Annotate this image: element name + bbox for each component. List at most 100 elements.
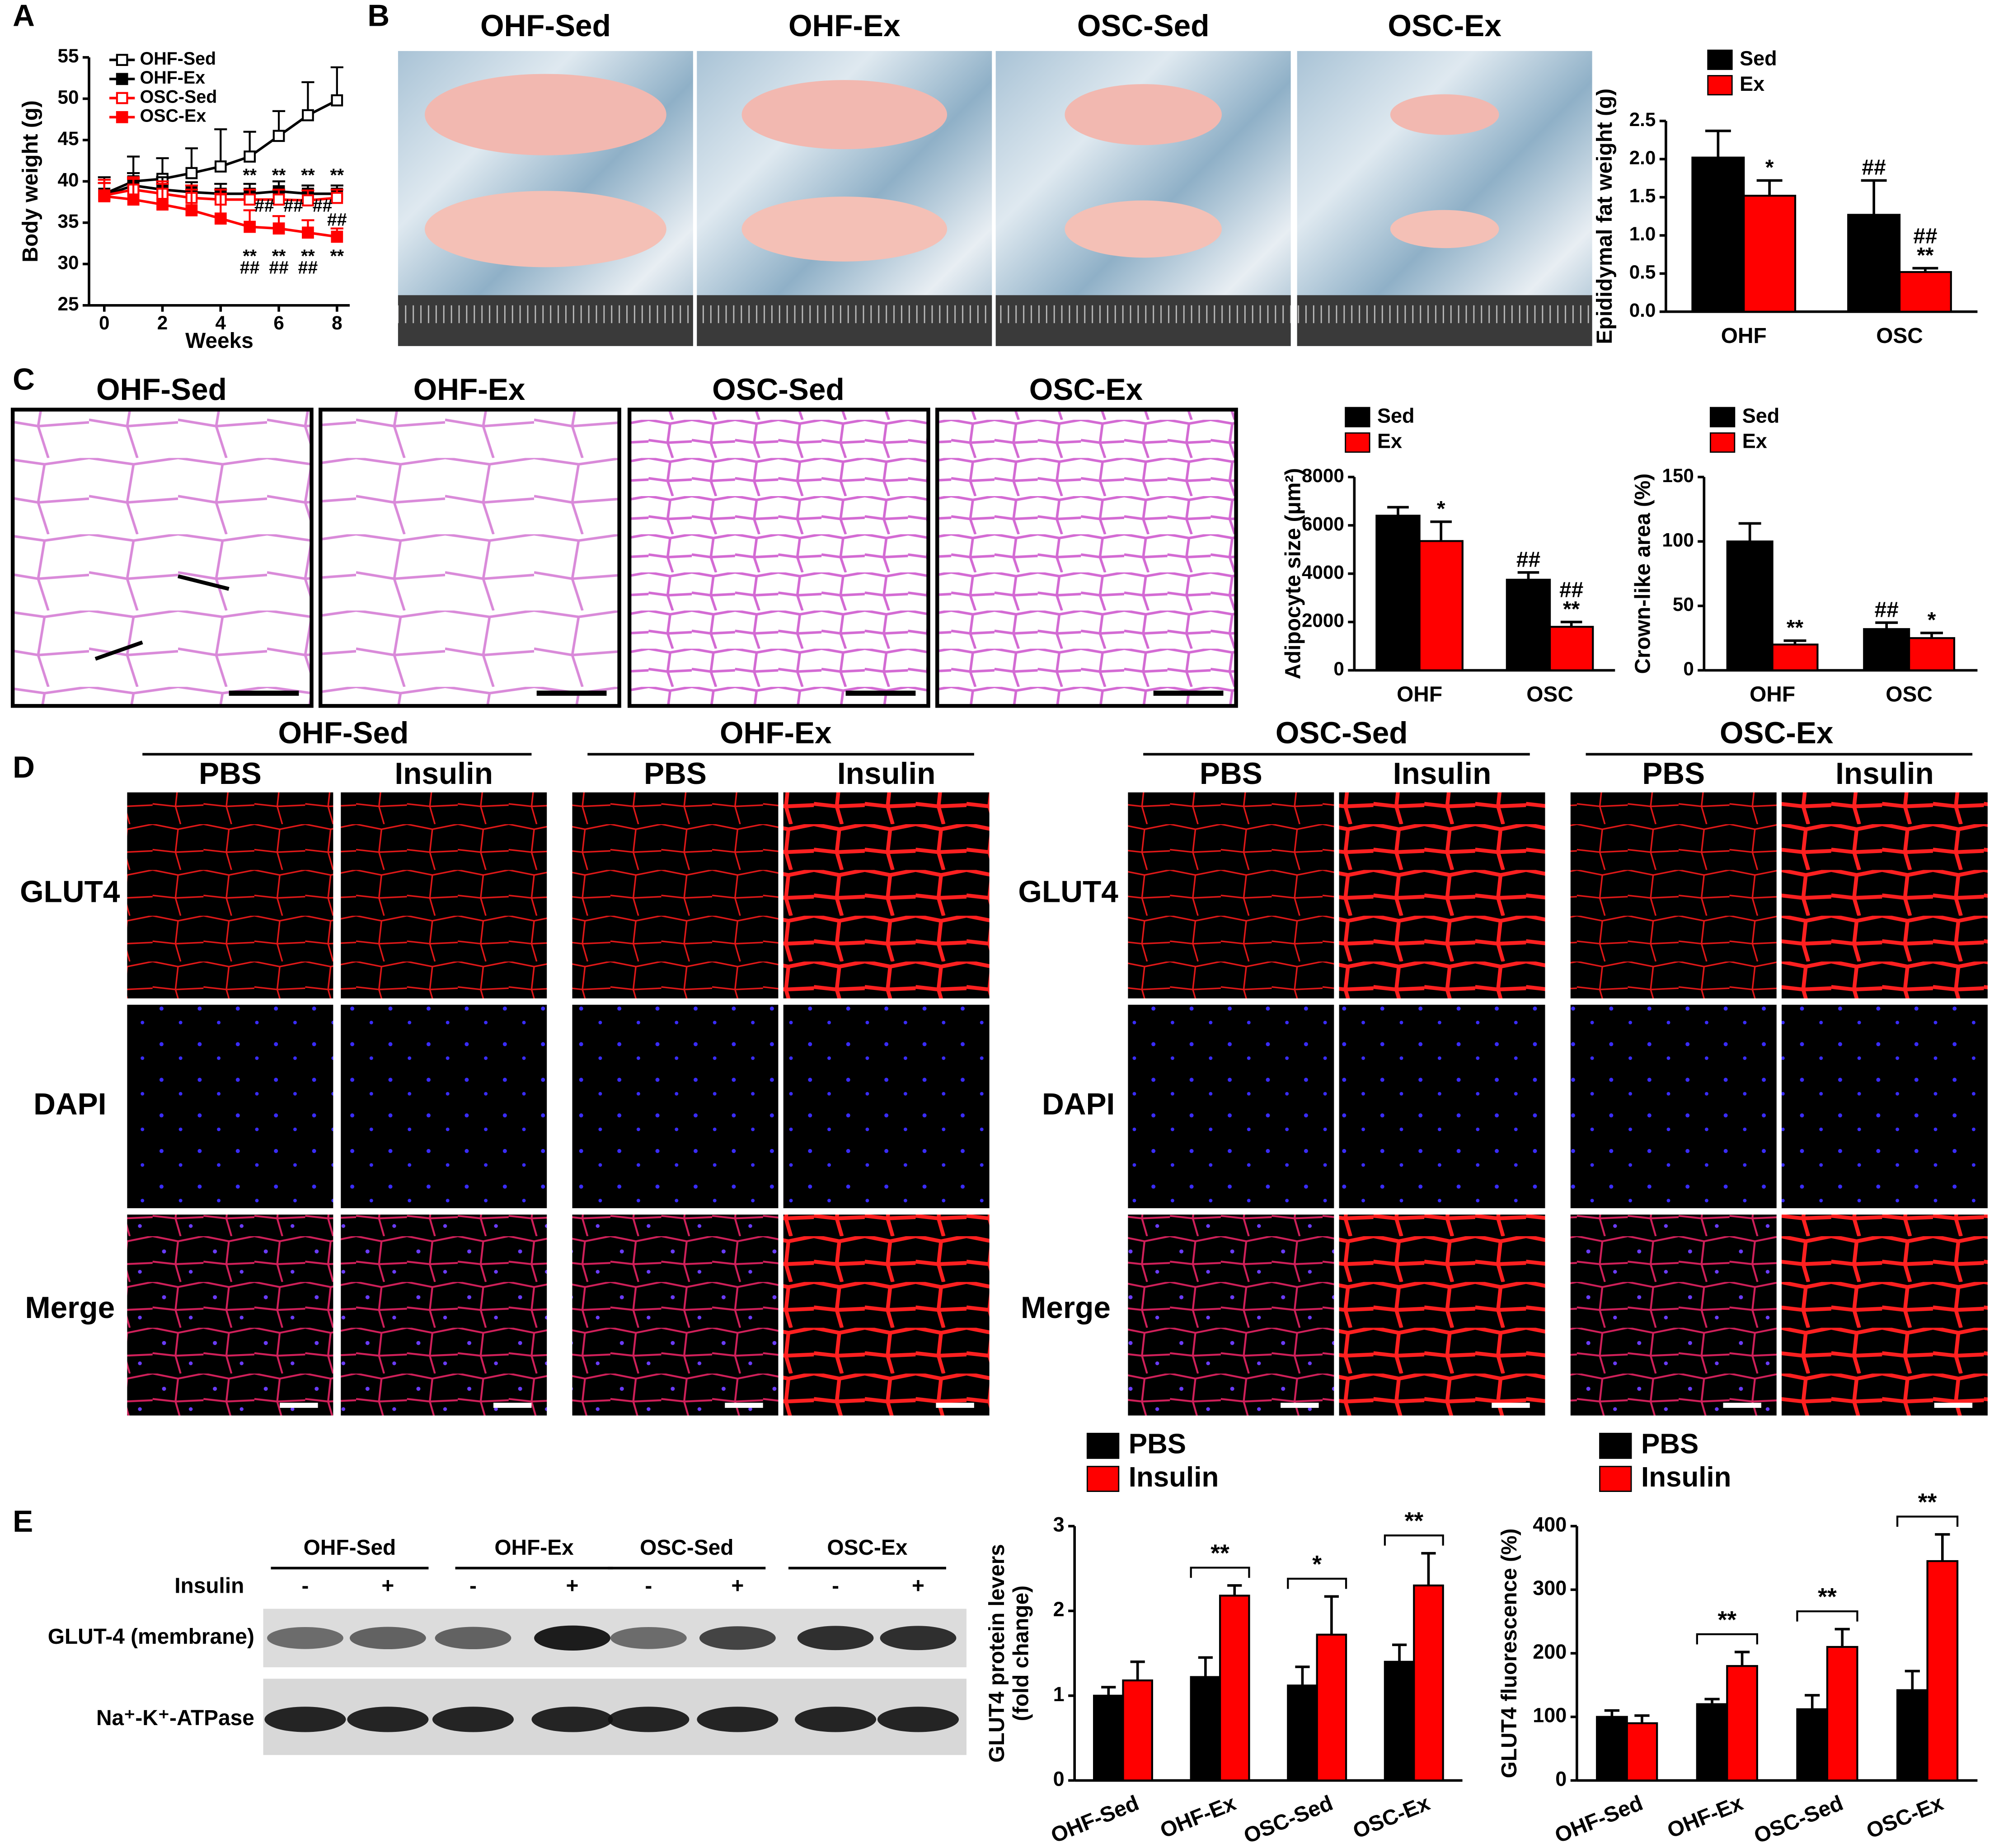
annotation: ## (1559, 578, 1583, 602)
error-bar (1517, 571, 1539, 580)
marker (302, 109, 314, 122)
x-tick-label: 4 (216, 312, 226, 333)
annotation: ** (1918, 1489, 1937, 1515)
legend-label: OSC-Sed (140, 87, 217, 107)
blot-sign: + (566, 1574, 579, 1598)
annotation: ## (269, 258, 289, 278)
image-label: OSC-Sed (712, 373, 845, 407)
fluorescence-image (127, 792, 333, 999)
error-bar (1560, 620, 1582, 627)
annotation: ## (1875, 598, 1899, 622)
y-tick-label: 1 (1053, 1683, 1065, 1706)
histology-image (319, 408, 621, 708)
marker (302, 226, 314, 239)
x-tick-label: OSC-Sed (1240, 1791, 1336, 1848)
fat-pad (1065, 84, 1222, 145)
blot-row-label: Insulin (174, 1574, 244, 1598)
bar (1506, 578, 1551, 671)
error-bar (1430, 520, 1452, 541)
error-bar (1834, 1628, 1850, 1647)
photo-label: OHF-Ex (788, 9, 901, 43)
marker (127, 193, 140, 206)
y-tick-label: 8000 (1302, 465, 1344, 486)
blot-sign: - (469, 1574, 477, 1598)
legend-swatch (1709, 407, 1736, 427)
x-tick-label: OHF-Sed (1048, 1791, 1143, 1848)
y-tick-label: 100 (1533, 1704, 1567, 1727)
bar (1908, 637, 1956, 671)
y-tick-label: 25 (58, 293, 79, 314)
error-bar (1912, 267, 1938, 272)
error-bar (1920, 632, 1943, 638)
bar (1898, 271, 1952, 313)
significance-bracket (1287, 1577, 1347, 1589)
bar (1316, 1633, 1347, 1782)
annotation: ** (1718, 1607, 1737, 1633)
fat-pad (1390, 94, 1499, 135)
marker (214, 160, 227, 173)
band (877, 1707, 959, 1732)
group-label: OSC-Ex (1720, 716, 1834, 750)
band (699, 1626, 776, 1650)
legend-label: Ex (1377, 430, 1402, 453)
row-label: DAPI (1042, 1088, 1115, 1121)
y-tick-label: 150 (1662, 465, 1694, 486)
significance-bracket (1796, 1610, 1858, 1622)
y-tick-label: 40 (58, 169, 79, 191)
legend-label: Sed (1742, 404, 1780, 427)
annotation: * (1437, 497, 1445, 521)
y-tick-label: 30 (58, 252, 79, 273)
x-tick-label: OSC-Ex (1350, 1791, 1433, 1843)
error-bar (1783, 639, 1806, 645)
group-label: OHF-Sed (278, 716, 408, 750)
bar (1826, 1646, 1858, 1782)
error-bar (1392, 1643, 1407, 1662)
annotation: ** (301, 165, 315, 185)
arrow (94, 640, 143, 661)
legend-marker (116, 92, 128, 104)
x-tick-label: OHF (1397, 682, 1442, 706)
treatment-label: PBS (1642, 757, 1705, 791)
bar (1219, 1595, 1250, 1782)
fluorescence-image (572, 1004, 779, 1209)
y-tick-label: 0.5 (1629, 262, 1656, 283)
significance-bracket (1696, 1633, 1758, 1645)
y-tick-label: 0 (1683, 658, 1694, 680)
y-tick-label: 55 (58, 45, 79, 66)
fat-pad (1390, 210, 1499, 249)
legend-swatch (1086, 1466, 1120, 1492)
legend-label: OHF-Ex (140, 68, 206, 88)
treatment-label: Insulin (394, 757, 493, 791)
x-tick-label: OSC-Ex (1863, 1791, 1947, 1843)
legend-label: PBS (1641, 1429, 1698, 1460)
bar (1726, 540, 1773, 671)
y-tick-label: 4000 (1302, 562, 1344, 583)
y-tick-label: 50 (1673, 594, 1694, 615)
blot-group-label: OHF-Ex (494, 1536, 574, 1560)
y-tick-label: 100 (1662, 529, 1694, 550)
annotation: ## (1862, 156, 1886, 180)
photo-ruler (398, 295, 693, 346)
fluorescence-image (572, 792, 779, 999)
bar (1190, 1676, 1221, 1782)
bar (1375, 515, 1421, 671)
error-bar (1324, 1595, 1339, 1635)
fluorescence-image (783, 1004, 990, 1209)
treatment-label: Insulin (1393, 757, 1492, 791)
row-label: GLUT4 (20, 875, 120, 909)
band (349, 1627, 426, 1650)
panel-letter: E (13, 1505, 33, 1538)
legend-label: Sed (1377, 404, 1415, 427)
band (795, 1707, 877, 1732)
histology-image (627, 408, 930, 708)
legend-label: Insulin (1129, 1462, 1219, 1493)
bar (1796, 1708, 1829, 1782)
annotation: * (1765, 156, 1774, 180)
marker (185, 167, 198, 179)
band (797, 1626, 874, 1651)
blot-sign: - (832, 1574, 839, 1598)
y-tick-label: 2 (1053, 1598, 1065, 1621)
fluorescence-image (341, 1215, 547, 1416)
photo-label: OSC-Ex (1388, 9, 1501, 43)
